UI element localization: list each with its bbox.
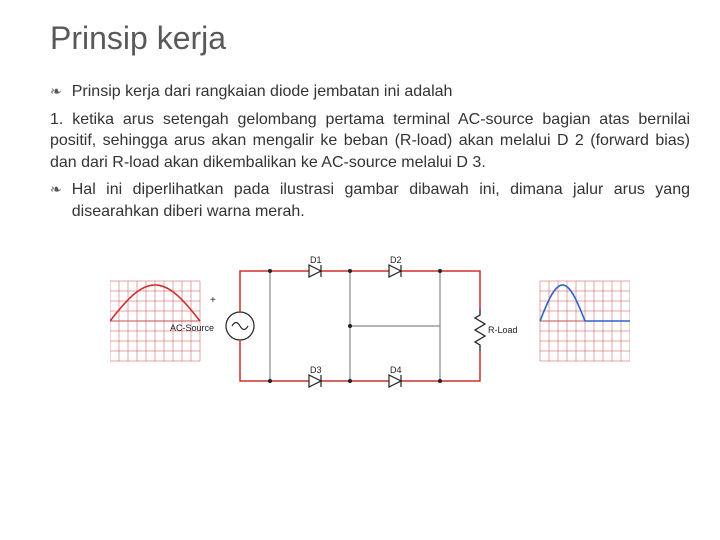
d2-label: D2 [390,255,402,265]
r-load [475,309,485,351]
bullet-icon: ❧ [50,181,62,198]
rload-label: R-Load [488,325,518,335]
right-waveform [540,281,630,361]
plus-label: + [210,295,216,306]
bullet-2: ❧ Hal ini diperlihatkan pada ilustrasi g… [50,179,690,222]
bullet-1: ❧ Prinsip kerja dari rangkaian diode jem… [50,81,690,103]
d4-diode [389,375,401,387]
circuit-diagram: + AC-Source D1 D2 R-Load [110,241,630,411]
ac-label: AC-Source [170,323,214,333]
d4-label: D4 [390,365,402,375]
left-waveform [110,281,200,361]
circuit-schematic: + AC-Source D1 D2 R-Load [170,255,518,387]
d3-label: D3 [310,365,322,375]
slide-title: Prinsip kerja [50,20,690,57]
paragraph-1: 1. ketika arus setengah gelombang pertam… [50,109,690,174]
bullet-1-text: Prinsip kerja dari rangkaian diode jemba… [72,81,453,103]
bullet-2-text: Hal ini diperlihatkan pada ilustrasi gam… [72,179,690,222]
d1-label: D1 [310,255,322,265]
diagram-container: + AC-Source D1 D2 R-Load [50,241,690,411]
bullet-icon: ❧ [50,83,62,100]
d2-diode [389,265,401,277]
d1-diode [309,265,321,277]
d3-diode [309,375,321,387]
